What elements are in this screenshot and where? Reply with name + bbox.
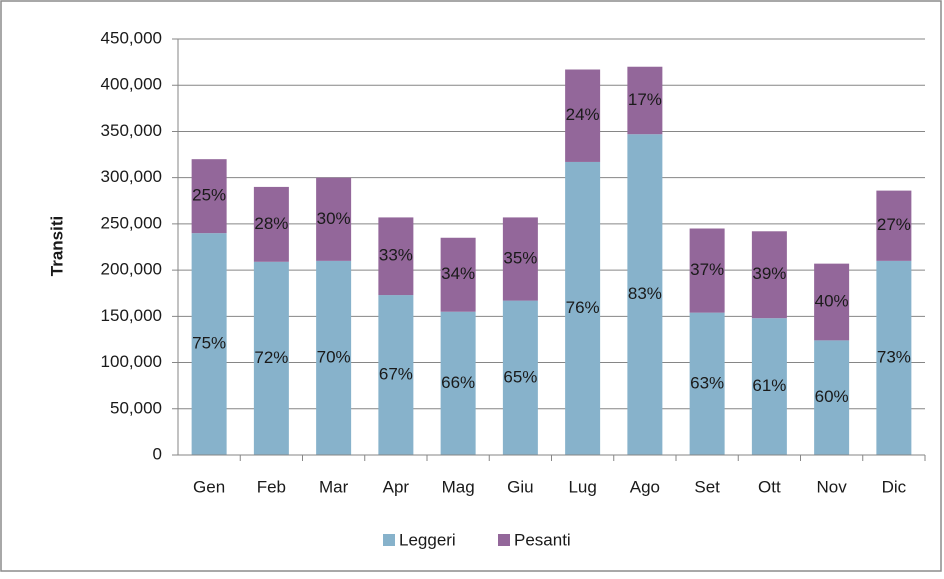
data-label: 39% bbox=[752, 264, 786, 283]
data-label: 25% bbox=[192, 186, 226, 205]
data-label: 24% bbox=[566, 105, 600, 124]
bar-segment bbox=[689, 228, 725, 313]
x-tick-label: Nov bbox=[817, 477, 848, 496]
y-tick-label: 200,000 bbox=[101, 260, 162, 279]
x-tick-label: Gen bbox=[193, 477, 225, 496]
bar-segment bbox=[316, 260, 352, 455]
data-label: 83% bbox=[628, 284, 662, 303]
x-tick-label: Apr bbox=[383, 477, 410, 496]
y-tick-label: 50,000 bbox=[110, 398, 162, 417]
data-label: 76% bbox=[566, 298, 600, 317]
bar-segment bbox=[440, 237, 476, 312]
y-tick-label: 100,000 bbox=[101, 352, 162, 371]
data-label: 75% bbox=[192, 334, 226, 353]
data-label: 70% bbox=[317, 347, 351, 366]
legend-swatch bbox=[498, 534, 510, 546]
bar-segment bbox=[440, 311, 476, 455]
bar-segment bbox=[502, 217, 538, 301]
x-tick-label: Ago bbox=[630, 477, 660, 496]
data-label: 28% bbox=[254, 214, 288, 233]
bar-segment bbox=[316, 177, 352, 261]
x-tick-label: Mag bbox=[442, 477, 475, 496]
x-tick-label: Ott bbox=[758, 477, 781, 496]
data-label: 66% bbox=[441, 373, 475, 392]
y-tick-label: 300,000 bbox=[101, 167, 162, 186]
x-tick-label: Dic bbox=[882, 477, 907, 496]
bar-segment bbox=[502, 300, 538, 455]
data-label: 40% bbox=[815, 291, 849, 310]
y-tick-label: 150,000 bbox=[101, 306, 162, 325]
data-label: 67% bbox=[379, 365, 413, 384]
bar-segment bbox=[814, 340, 850, 455]
y-axis-label: Transiti bbox=[47, 216, 66, 276]
x-tick-label: Set bbox=[694, 477, 720, 496]
y-tick-label: 0 bbox=[153, 444, 162, 463]
data-label: 60% bbox=[815, 387, 849, 406]
bar-segment bbox=[876, 260, 912, 455]
legend-label: Leggeri bbox=[399, 530, 456, 549]
data-label: 61% bbox=[752, 376, 786, 395]
data-label: 35% bbox=[503, 249, 537, 268]
data-label: 65% bbox=[503, 367, 537, 386]
x-tick-label: Lug bbox=[568, 477, 596, 496]
legend-label: Pesanti bbox=[514, 530, 571, 549]
x-tick-label: Giu bbox=[507, 477, 533, 496]
bar-segment bbox=[565, 69, 601, 162]
data-label: 17% bbox=[628, 90, 662, 109]
bar-segment bbox=[627, 134, 663, 455]
x-tick-label: Feb bbox=[257, 477, 286, 496]
bar-segment bbox=[565, 161, 601, 455]
legend-swatch bbox=[383, 534, 395, 546]
bar-segment bbox=[378, 217, 414, 296]
bar-segment bbox=[814, 263, 850, 341]
data-label: 72% bbox=[254, 348, 288, 367]
y-tick-label: 400,000 bbox=[101, 75, 162, 94]
data-label: 34% bbox=[441, 264, 475, 283]
bar-segment bbox=[191, 233, 227, 455]
bar-segment bbox=[751, 318, 787, 455]
bar-segment bbox=[751, 231, 787, 319]
data-label: 30% bbox=[317, 209, 351, 228]
bar-segment bbox=[876, 190, 912, 261]
data-label: 63% bbox=[690, 373, 724, 392]
bar-segment bbox=[378, 295, 414, 455]
bar-segment bbox=[689, 312, 725, 455]
x-tick-label: Mar bbox=[319, 477, 349, 496]
y-tick-label: 250,000 bbox=[101, 213, 162, 232]
data-label: 27% bbox=[877, 215, 911, 234]
bar-segment bbox=[191, 159, 227, 234]
data-label: 73% bbox=[877, 347, 911, 366]
y-tick-label: 350,000 bbox=[101, 121, 162, 140]
y-tick-label: 450,000 bbox=[101, 28, 162, 47]
data-label: 33% bbox=[379, 246, 413, 265]
bar-segment bbox=[627, 66, 663, 135]
data-label: 37% bbox=[690, 260, 724, 279]
bar-segment bbox=[253, 186, 289, 262]
bar-segment bbox=[253, 261, 289, 455]
